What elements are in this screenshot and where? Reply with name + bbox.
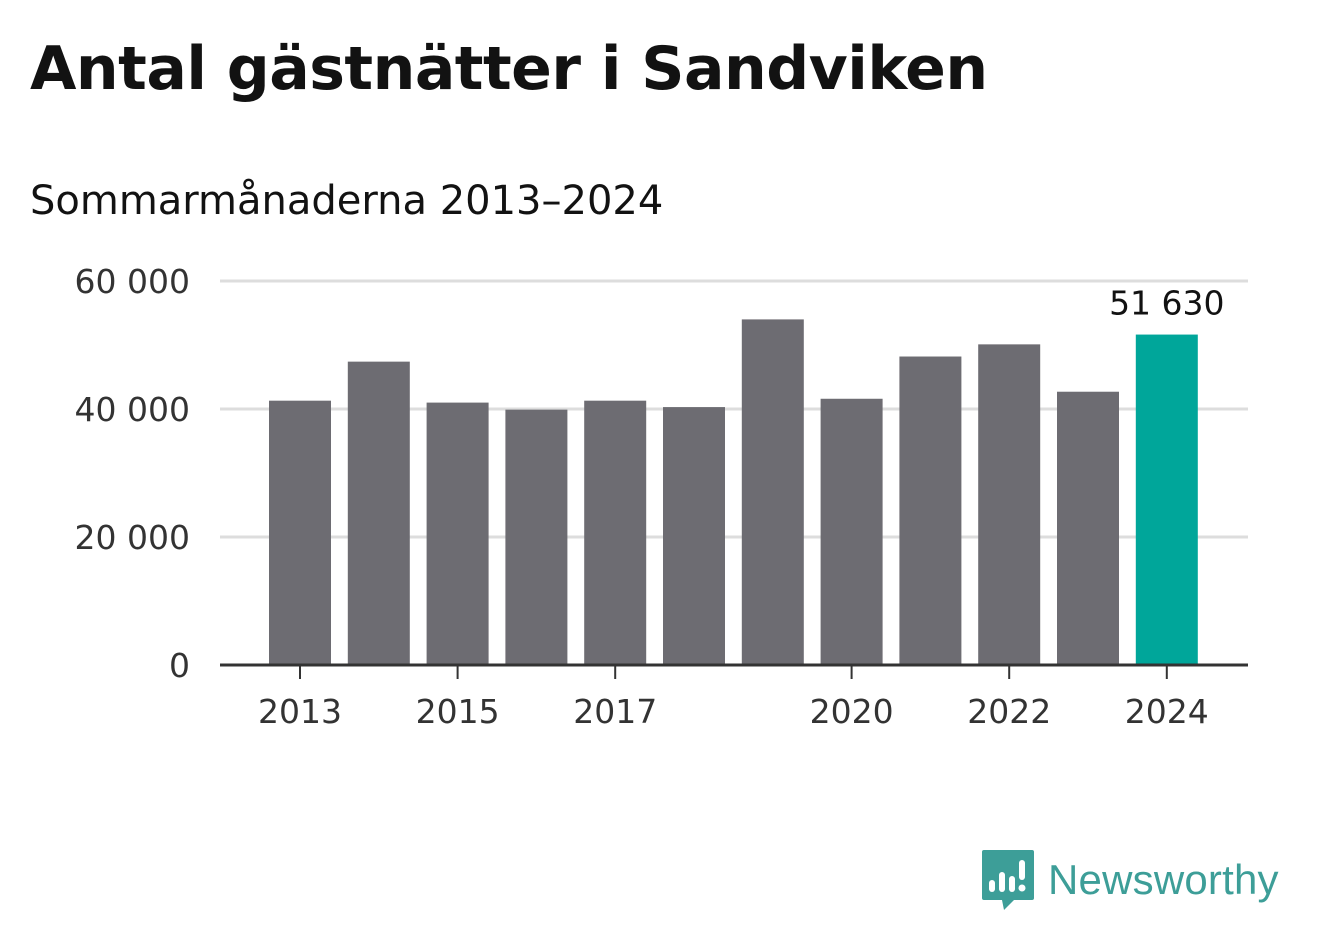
newsworthy-logo-icon <box>982 850 1034 910</box>
x-tick-label: 2013 <box>258 692 342 731</box>
bars <box>269 319 1198 665</box>
labels: 0 20 000 40 000 60 000 2013 2015 2017 2020 2022 5… <box>75 262 1225 731</box>
bar-2014 <box>347 361 410 665</box>
bar-2019 <box>741 319 804 665</box>
axes <box>220 663 1248 679</box>
bar-2024 <box>1135 334 1198 665</box>
x-tick-label: 2022 <box>967 692 1051 731</box>
chart-subtitle: Sommarmånaderna 2013–2024 <box>30 178 664 224</box>
bar-chart: 0 20 000 40 000 60 000 2013 2015 2017 2020 2022 5… <box>75 262 1248 731</box>
bar-2020 <box>820 398 883 665</box>
bar-2015 <box>426 402 489 665</box>
bar-2016 <box>505 409 568 665</box>
data-label-2024: 51 630 <box>1109 284 1224 323</box>
bar-2017 <box>584 400 647 665</box>
y-tick-label: 40 000 <box>75 390 190 429</box>
newsworthy-logo: Newsworthy <box>980 848 1279 912</box>
bar-2018 <box>663 407 725 665</box>
y-tick-label: 60 000 <box>75 262 190 301</box>
x-tick-label: 2020 <box>810 692 894 731</box>
bar-2013 <box>269 400 331 665</box>
y-tick-label: 20 000 <box>75 518 190 557</box>
bar-2023 <box>1057 391 1119 665</box>
y-tick-label: 0 <box>169 646 190 685</box>
x-tick-label: 2017 <box>573 692 657 731</box>
chart-title: Antal gästnätter i Sandviken <box>30 34 988 104</box>
bar-2022 <box>978 344 1041 665</box>
x-tick-label: 2024 <box>1125 692 1209 731</box>
bar-2021 <box>899 356 962 665</box>
x-tick-label: 2015 <box>416 692 500 731</box>
logo-wordmark: Newsworthy <box>1048 856 1279 903</box>
